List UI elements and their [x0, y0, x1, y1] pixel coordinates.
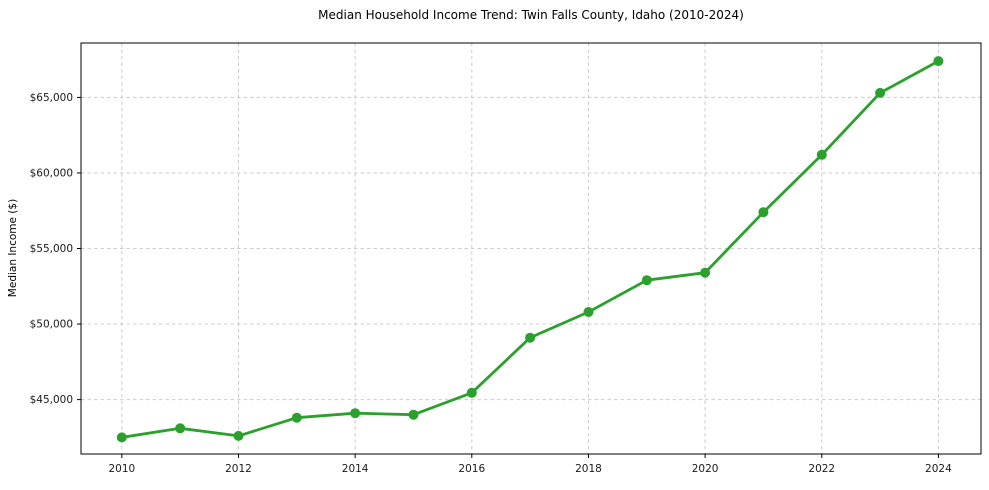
data-point-2019: [641, 275, 652, 286]
data-point-2020: [700, 267, 711, 278]
data-point-2015: [408, 409, 419, 420]
x-tick-label: 2018: [575, 463, 602, 475]
data-point-2013: [291, 412, 302, 423]
data-point-2023: [875, 87, 886, 98]
data-point-2012: [233, 430, 244, 441]
data-point-2021: [758, 207, 769, 218]
x-tick-label: 2022: [808, 463, 835, 475]
data-point-2010: [116, 432, 127, 443]
x-tick-label: 2010: [108, 463, 135, 475]
x-tick-label: 2016: [458, 463, 485, 475]
data-point-2014: [350, 408, 361, 419]
x-tick-label: 2020: [692, 463, 719, 475]
data-point-2024: [933, 56, 944, 67]
y-tick-label: $65,000: [30, 92, 73, 104]
y-tick-label: $60,000: [30, 167, 73, 179]
data-point-2022: [816, 149, 827, 160]
x-tick-label: 2012: [225, 463, 252, 475]
data-point-2018: [583, 307, 594, 317]
data-point-2017: [525, 332, 536, 343]
y-tick-label: $55,000: [30, 243, 73, 255]
x-tick-label: 2014: [342, 463, 369, 475]
trend-line: [120, 59, 940, 439]
data-point-2011: [175, 423, 186, 434]
chart-title: Median Household Income Trend: Twin Fall…: [318, 8, 744, 22]
data-point-2016: [466, 387, 477, 398]
y-tick-label: $45,000: [30, 394, 73, 406]
y-tick-label: $50,000: [30, 319, 73, 331]
x-tick-label: 2024: [925, 463, 952, 475]
